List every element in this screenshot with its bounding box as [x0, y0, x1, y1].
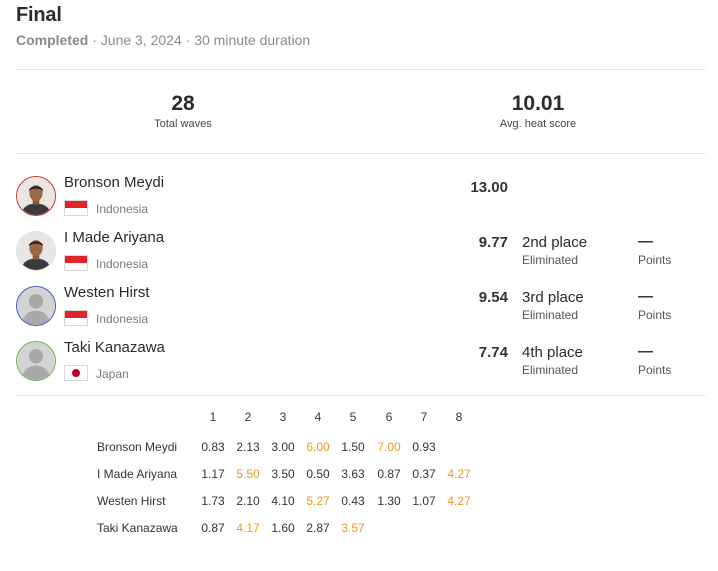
wave-number-header: 1 [209, 410, 217, 424]
wave-score: 3.50 [271, 467, 295, 481]
surfer-country: Indonesia [96, 257, 149, 271]
wave-number-header: 6 [385, 410, 393, 424]
counted-wave-score: 4.27 [447, 467, 471, 481]
indonesia-flag-icon [64, 310, 88, 326]
avatar-placeholder-icon [16, 286, 56, 326]
advancement-status: Eliminated [522, 308, 579, 322]
wave-row-surfer-name: Taki Kanazawa [97, 521, 178, 535]
wave-score: 1.73 [201, 494, 225, 508]
heat-total-score: 9.77 [478, 234, 508, 251]
wave-score: 2.10 [236, 494, 260, 508]
wave-score: 3.00 [271, 440, 295, 454]
surfer-row[interactable]: Bronson Meydi Indonesia 13.00 [16, 174, 706, 222]
surfer-name[interactable]: Westen Hirst [64, 284, 150, 301]
wave-score: 0.83 [201, 440, 225, 454]
finish-place: 4th place [522, 344, 583, 361]
header-divider [16, 69, 706, 70]
points-value: — [638, 233, 653, 250]
wave-score: 1.07 [412, 494, 436, 508]
surfer-name[interactable]: Bronson Meydi [64, 174, 165, 191]
surfer-row[interactable]: Westen Hirst Indonesia 9.54 3rd place Elimin… [16, 284, 706, 332]
total-waves-label: Total waves [154, 118, 212, 130]
indonesia-flag-icon [64, 200, 88, 216]
surfer-name[interactable]: Taki Kanazawa [64, 339, 165, 356]
heat-title: Final [16, 4, 62, 26]
heat-duration: 30 minute duration [194, 32, 311, 48]
surfer-name[interactable]: I Made Ariyana [64, 229, 165, 246]
wave-score: 3.63 [341, 467, 365, 481]
surfer-avatar [16, 176, 56, 216]
counted-wave-score: 3.57 [341, 521, 365, 535]
finish-place: 2nd place [522, 234, 588, 251]
wave-score: 0.50 [306, 467, 330, 481]
counted-wave-score: 4.17 [236, 521, 260, 535]
total-waves-value: 28 [171, 92, 195, 115]
wave-number-header: 3 [279, 410, 287, 424]
avatar-placeholder-icon [16, 341, 56, 381]
counted-wave-score: 5.50 [236, 467, 260, 481]
surfer-country: Indonesia [96, 312, 149, 326]
wave-score: 1.50 [341, 440, 365, 454]
wave-row-surfer-name: Westen Hirst [97, 494, 166, 508]
heat-status: Completed [16, 32, 89, 48]
points-label: Points [638, 253, 672, 267]
finish-place: 3rd place [522, 289, 584, 306]
subtitle-separator: · [181, 32, 195, 48]
heat-subtitle: Completed · June 3, 2024 · 30 minute dur… [16, 32, 310, 48]
wave-score: 1.60 [271, 521, 295, 535]
heat-date: June 3, 2024 [100, 32, 182, 48]
wave-number-header: 2 [244, 410, 252, 424]
heat-total-score: 9.54 [478, 289, 508, 306]
japan-flag-icon [64, 365, 88, 381]
wave-score: 1.30 [377, 494, 401, 508]
wave-score: 0.43 [341, 494, 365, 508]
counted-wave-score: 4.27 [447, 494, 471, 508]
wave-number-header: 8 [455, 410, 463, 424]
surfer-avatar [16, 231, 56, 271]
wave-score: 0.87 [201, 521, 225, 535]
wave-row-surfer-name: Bronson Meydi [97, 440, 178, 454]
avg-heat-score-label: Avg. heat score [499, 118, 577, 130]
wave-number-header: 7 [420, 410, 428, 424]
wave-score: 2.13 [236, 440, 260, 454]
points-label: Points [638, 363, 672, 377]
surfer-row[interactable]: Taki Kanazawa Japan 7.74 4th place Eliminate… [16, 339, 706, 387]
indonesia-flag-icon [64, 255, 88, 271]
wave-score: 0.93 [412, 440, 436, 454]
counted-wave-score: 7.00 [377, 440, 401, 454]
advancement-status: Eliminated [522, 363, 579, 377]
points-value: — [638, 288, 653, 305]
surfer-country: Japan [96, 367, 129, 381]
heat-total-score: 13.00 [470, 179, 508, 196]
wave-row-surfer-name: I Made Ariyana [97, 467, 178, 481]
total-waves-stat: 28 Total waves [83, 91, 283, 130]
surfer-row[interactable]: I Made Ariyana Indonesia 9.77 2nd place Elim… [16, 229, 706, 277]
heat-total-score: 7.74 [478, 344, 508, 361]
wave-score: 0.87 [377, 467, 401, 481]
wave-score: 2.87 [306, 521, 330, 535]
wave-number-header: 4 [314, 410, 322, 424]
avg-heat-score-stat: 10.01 Avg. heat score [438, 91, 638, 130]
wave-score: 1.17 [201, 467, 225, 481]
avg-heat-score-value: 10.01 [511, 92, 565, 115]
stats-divider [16, 153, 706, 154]
results-divider [16, 395, 706, 396]
wave-score: 4.10 [271, 494, 295, 508]
counted-wave-score: 5.27 [306, 494, 330, 508]
subtitle-separator: · [88, 32, 101, 48]
wave-number-header: 5 [349, 410, 357, 424]
points-label: Points [638, 308, 672, 322]
wave-score: 0.37 [412, 467, 436, 481]
points-value: — [638, 343, 653, 360]
advancement-status: Eliminated [522, 253, 579, 267]
counted-wave-score: 6.00 [306, 440, 330, 454]
surfer-country: Indonesia [96, 202, 149, 216]
